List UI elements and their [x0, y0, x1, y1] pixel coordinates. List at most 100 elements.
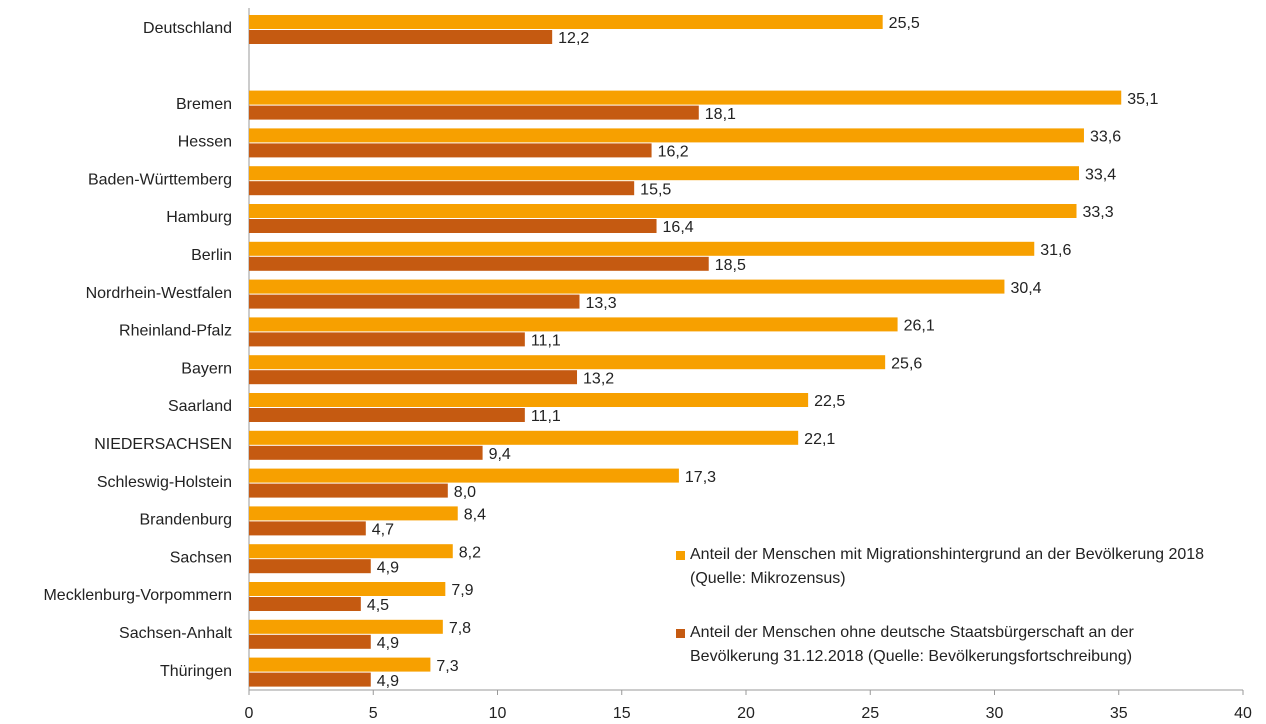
x-tick-label: 5 — [369, 705, 378, 722]
value-label: 13,2 — [583, 370, 614, 387]
bar — [249, 204, 1077, 218]
y-tick-label: Sachsen-Anhalt — [119, 625, 233, 642]
y-tick-label: Bayern — [181, 360, 232, 377]
x-tick-label: 10 — [489, 705, 507, 722]
x-tick-label: 35 — [1110, 705, 1128, 722]
value-label: 8,4 — [464, 507, 486, 524]
y-tick-label: Schleswig-Holstein — [97, 474, 232, 491]
y-tick-label: NIEDERSACHSEN — [94, 436, 232, 453]
y-tick-label: Deutschland — [143, 20, 232, 37]
value-label: 33,6 — [1090, 129, 1121, 146]
bar — [249, 506, 458, 521]
legend-item: Anteil der Menschen ohne deutsche Staats… — [676, 621, 1216, 669]
value-label: 12,2 — [558, 30, 589, 47]
bar — [249, 279, 1005, 294]
value-label: 7,9 — [451, 582, 473, 599]
y-tick-label: Thüringen — [160, 663, 232, 680]
value-label: 4,5 — [367, 597, 389, 614]
value-label: 4,7 — [372, 522, 394, 539]
bar — [249, 619, 443, 634]
bar — [249, 582, 446, 596]
bar — [249, 468, 679, 483]
value-label: 8,2 — [459, 544, 481, 561]
value-label: 9,4 — [489, 446, 511, 463]
bar — [249, 90, 1122, 105]
value-label: 26,1 — [904, 318, 935, 335]
value-label: 25,6 — [891, 355, 922, 372]
bar — [249, 294, 580, 309]
y-tick-label: Bremen — [176, 96, 232, 113]
bar — [249, 143, 652, 158]
y-tick-label: Mecklenburg-Vorpommern — [43, 587, 232, 604]
bar — [249, 332, 525, 347]
y-tick-label: Berlin — [191, 247, 232, 264]
bar — [249, 672, 371, 687]
value-label: 4,9 — [377, 635, 399, 652]
bar — [249, 30, 553, 44]
bar — [249, 15, 883, 29]
y-tick-label: Hessen — [178, 134, 232, 151]
y-tick-label: Baden-Württemberg — [88, 171, 232, 188]
bar — [249, 559, 371, 574]
value-label: 30,4 — [1010, 280, 1041, 297]
value-label: 18,1 — [705, 106, 736, 123]
bar — [249, 105, 699, 120]
value-label: 16,2 — [658, 144, 689, 161]
x-tick-label: 20 — [737, 705, 755, 722]
value-label: 35,1 — [1127, 91, 1158, 108]
value-label: 8,0 — [454, 484, 476, 501]
value-label: 16,4 — [663, 219, 694, 236]
bar — [249, 657, 431, 672]
value-label: 7,3 — [436, 658, 458, 675]
value-label: 11,1 — [531, 333, 561, 350]
value-label: 33,3 — [1083, 204, 1114, 221]
y-tick-label: Brandenburg — [139, 512, 232, 529]
bar — [249, 355, 886, 370]
value-label: 13,3 — [586, 295, 617, 312]
bar — [249, 370, 578, 385]
value-label: 4,9 — [377, 559, 399, 576]
legend-label: Anteil der Menschen ohne deutsche Staats… — [690, 624, 1134, 665]
legend-label: Anteil der Menschen mit Migrationshinter… — [690, 546, 1205, 587]
x-tick-label: 15 — [613, 705, 631, 722]
bar — [249, 430, 799, 445]
bar — [249, 634, 371, 649]
value-label: 22,1 — [804, 431, 835, 448]
value-label: 18,5 — [715, 257, 746, 274]
x-tick-label: 40 — [1234, 705, 1252, 722]
y-tick-label: Nordrhein-Westfalen — [86, 285, 232, 302]
x-tick-label: 25 — [861, 705, 879, 722]
bar — [249, 256, 709, 271]
y-tick-label: Rheinland-Pfalz — [119, 323, 232, 340]
value-label: 17,3 — [685, 469, 716, 486]
legend: Anteil der Menschen mit Migrationshinter… — [676, 543, 1216, 699]
value-label: 31,6 — [1040, 242, 1071, 259]
bar — [249, 128, 1084, 143]
bar — [249, 408, 525, 422]
bar — [249, 317, 898, 332]
value-label: 15,5 — [640, 181, 671, 198]
bar — [249, 166, 1079, 181]
bar — [249, 393, 809, 407]
bar — [249, 181, 635, 196]
y-tick-label: Saarland — [168, 398, 232, 415]
value-label: 7,8 — [449, 620, 471, 637]
x-tick-label: 0 — [245, 705, 254, 722]
bar — [249, 219, 657, 233]
legend-item: Anteil der Menschen mit Migrationshinter… — [676, 543, 1216, 591]
x-tick-label: 30 — [986, 705, 1004, 722]
value-label: 25,5 — [889, 15, 920, 32]
legend-swatch — [676, 551, 685, 560]
bar — [249, 483, 448, 498]
value-label: 33,4 — [1085, 166, 1116, 183]
bar — [249, 597, 361, 611]
bar — [249, 241, 1035, 256]
value-label: 11,1 — [531, 408, 561, 425]
value-label: 22,5 — [814, 393, 845, 410]
bar — [249, 445, 483, 460]
bar — [249, 521, 366, 536]
y-tick-label: Sachsen — [170, 549, 232, 566]
bar — [249, 544, 453, 559]
